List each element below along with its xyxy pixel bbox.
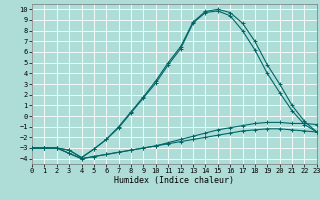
X-axis label: Humidex (Indice chaleur): Humidex (Indice chaleur) bbox=[115, 176, 234, 185]
